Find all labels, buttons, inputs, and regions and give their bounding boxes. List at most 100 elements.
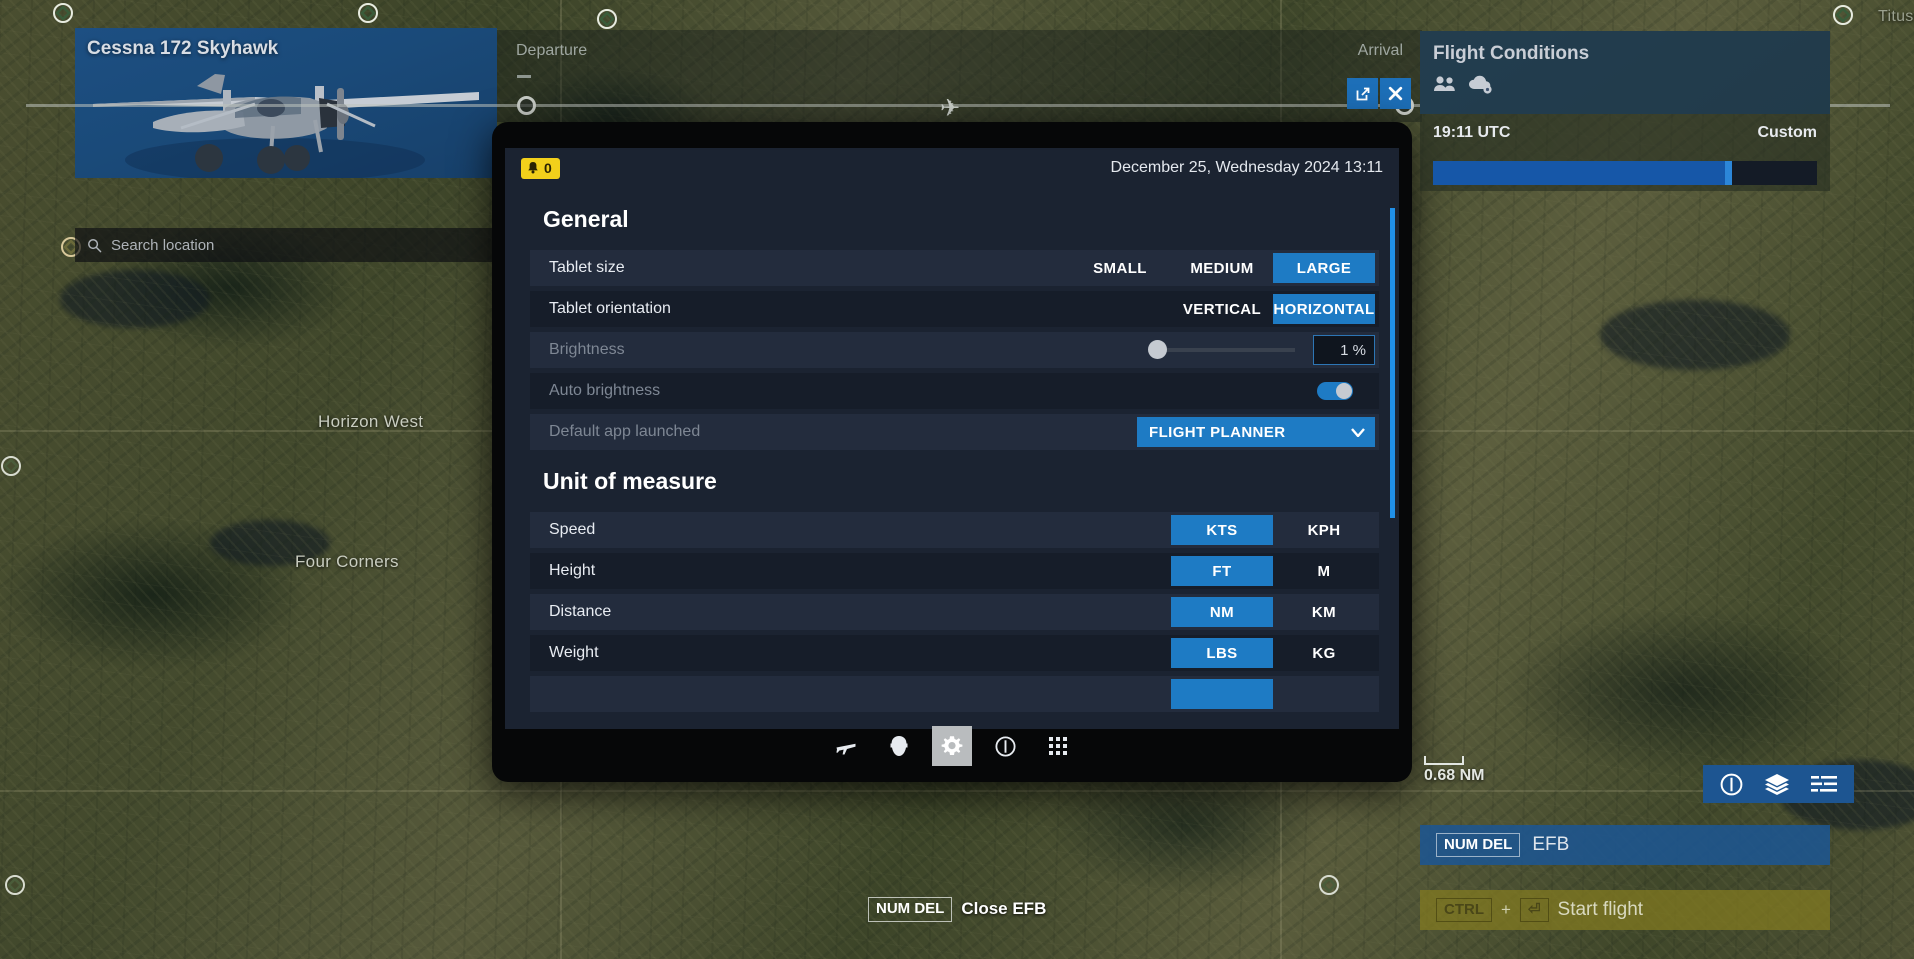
- setting-row-weight[interactable]: Weight LBS KG: [530, 635, 1379, 671]
- nav-pilot-button[interactable]: [879, 726, 919, 766]
- map-legend-button[interactable]: [1810, 773, 1838, 795]
- notification-badge[interactable]: 0: [521, 157, 560, 179]
- multiplayer-icon: [1434, 76, 1455, 91]
- popout-window-button[interactable]: [1347, 78, 1378, 109]
- hint-start-key: CTRL: [1436, 897, 1492, 923]
- map-water: [1600, 300, 1790, 370]
- tablet-orientation-option-vertical[interactable]: VERTICAL: [1182, 300, 1262, 318]
- departure-value: [517, 75, 531, 78]
- speed-option-kph[interactable]: KPH: [1307, 521, 1341, 539]
- hint-start-flight[interactable]: CTRL + ⏎ Start flight: [1420, 890, 1830, 930]
- setting-row-tablet-size[interactable]: Tablet size SMALL MEDIUM LARGE: [530, 250, 1379, 286]
- hint-efb-key: NUM DEL: [1436, 832, 1521, 858]
- poi-vor-icon[interactable]: [357, 2, 379, 24]
- setting-row-tablet-orientation[interactable]: Tablet orientation VERTICAL HORIZONTAL: [530, 291, 1379, 327]
- distance-option-nm[interactable]: NM: [1171, 597, 1273, 627]
- flight-conditions-title: Flight Conditions: [1433, 43, 1590, 64]
- setting-label: Brightness: [549, 341, 625, 358]
- brightness-slider[interactable]: [1148, 340, 1295, 359]
- efb-scrollbar-thumb[interactable]: [1390, 208, 1395, 518]
- weight-option-kg[interactable]: KG: [1312, 644, 1336, 662]
- tablet-size-option-large[interactable]: LARGE: [1273, 253, 1375, 283]
- tablet-orientation-option-horizontal[interactable]: HORIZONTAL: [1273, 294, 1375, 324]
- map-layers-button[interactable]: [1764, 772, 1790, 796]
- map-layers-icon: [1765, 774, 1789, 795]
- tablet-size-option-medium[interactable]: MEDIUM: [1190, 259, 1254, 277]
- setting-label: Speed: [549, 521, 596, 538]
- partial-option-selected[interactable]: [1171, 679, 1273, 709]
- search-location-field[interactable]: Search location: [75, 228, 497, 262]
- efb-settings-scroll[interactable]: General Tablet size SMALL MEDIUM LARGE T…: [505, 188, 1399, 729]
- nav-flight-button[interactable]: [826, 726, 866, 766]
- weight-unit-segmented[interactable]: LBS KG: [1171, 638, 1375, 668]
- poi-vor-icon[interactable]: [1832, 4, 1854, 26]
- partial-segmented[interactable]: [1171, 679, 1375, 709]
- partial-option-other[interactable]: [1273, 679, 1375, 709]
- setting-row-distance[interactable]: Distance NM KM: [530, 594, 1379, 630]
- map-tools-bar: [1703, 765, 1854, 803]
- speed-unit-segmented[interactable]: KTS KPH: [1171, 515, 1375, 545]
- weight-option-lbs[interactable]: LBS: [1171, 638, 1273, 668]
- nav-settings-button[interactable]: [932, 726, 972, 766]
- weather-settings-icon: [1469, 75, 1492, 94]
- hint-open-efb[interactable]: NUM DEL EFB: [1420, 825, 1830, 865]
- poi-vor-icon[interactable]: [596, 8, 618, 30]
- setting-row-default-app[interactable]: Default app launched FLIGHT PLANNER: [530, 414, 1379, 450]
- setting-label: Default app launched: [549, 423, 701, 440]
- time-of-day-handle[interactable]: [1724, 161, 1732, 185]
- default-app-dropdown[interactable]: FLIGHT PLANNER: [1137, 417, 1375, 447]
- map-water: [210, 520, 330, 566]
- height-option-m[interactable]: M: [1317, 562, 1331, 580]
- setting-label: Auto brightness: [549, 382, 661, 399]
- distance-option-km[interactable]: KM: [1311, 603, 1337, 621]
- aircraft-card[interactable]: Cessna 172 Skyhawk: [75, 28, 497, 178]
- brightness-slider-knob[interactable]: [1148, 340, 1167, 359]
- height-option-ft[interactable]: FT: [1171, 556, 1273, 586]
- efb-status-bar: 0 December 25, Wednesday 2024 13:11: [505, 148, 1399, 188]
- flight-conditions-mode: Custom: [1757, 124, 1817, 141]
- hint-close-efb[interactable]: NUM DEL Close EFB: [868, 897, 1046, 922]
- tablet-orientation-segmented[interactable]: VERTICAL HORIZONTAL: [1171, 294, 1375, 324]
- nav-apps-button[interactable]: [1038, 726, 1078, 766]
- brightness-value-field[interactable]: 1 %: [1313, 335, 1375, 365]
- efb-tablet[interactable]: 0 December 25, Wednesday 2024 13:11 Gene…: [492, 122, 1412, 782]
- time-of-day-fill: [1433, 161, 1725, 185]
- map-info-icon: [1720, 773, 1743, 795]
- route-departure-node[interactable]: [517, 96, 536, 115]
- poi-vor-icon[interactable]: [4, 874, 26, 896]
- setting-row-partial[interactable]: [530, 676, 1379, 712]
- efb-datetime: December 25, Wednesday 2024 13:11: [1110, 159, 1383, 176]
- close-window-button[interactable]: [1380, 78, 1411, 109]
- setting-row-brightness[interactable]: Brightness 1 %: [530, 332, 1379, 368]
- setting-label: Distance: [549, 603, 612, 620]
- flight-conditions-panel[interactable]: Flight Conditions 19:11 UTC Custom: [1420, 31, 1830, 191]
- nav-info-button[interactable]: [985, 726, 1025, 766]
- speed-option-kts[interactable]: KTS: [1171, 515, 1273, 545]
- setting-label: Weight: [549, 644, 599, 661]
- map-info-button[interactable]: [1719, 772, 1744, 797]
- setting-row-auto-brightness[interactable]: Auto brightness: [530, 373, 1379, 409]
- efb-scrollbar-track[interactable]: [1390, 194, 1395, 723]
- distance-unit-segmented[interactable]: NM KM: [1171, 597, 1375, 627]
- tablet-size-segmented[interactable]: SMALL MEDIUM LARGE: [1069, 253, 1375, 283]
- poi-vor-icon[interactable]: [0, 455, 22, 477]
- setting-label: Tablet size: [549, 259, 625, 276]
- info-circle-icon: [994, 735, 1016, 757]
- time-of-day-slider[interactable]: [1433, 161, 1817, 185]
- poi-vor-icon[interactable]: [1318, 874, 1340, 896]
- setting-row-speed[interactable]: Speed KTS KPH: [530, 512, 1379, 548]
- setting-row-height[interactable]: Height FT M: [530, 553, 1379, 589]
- route-progress-line[interactable]: [26, 104, 1890, 107]
- tablet-size-option-small[interactable]: SMALL: [1093, 259, 1147, 277]
- setting-label: Tablet orientation: [549, 300, 671, 317]
- auto-brightness-toggle[interactable]: [1317, 382, 1353, 400]
- aircraft-title: Cessna 172 Skyhawk: [87, 38, 279, 59]
- height-unit-segmented[interactable]: FT M: [1171, 556, 1375, 586]
- route-aircraft-icon: ✈: [940, 95, 961, 122]
- map-legend-icon: [1811, 776, 1837, 792]
- default-app-value: FLIGHT PLANNER: [1149, 423, 1286, 441]
- chevron-down-icon: [1351, 427, 1365, 437]
- poi-vor-icon[interactable]: [52, 2, 74, 24]
- scale-rule: [1424, 756, 1464, 765]
- flight-conditions-body: 19:11 UTC Custom: [1420, 114, 1830, 191]
